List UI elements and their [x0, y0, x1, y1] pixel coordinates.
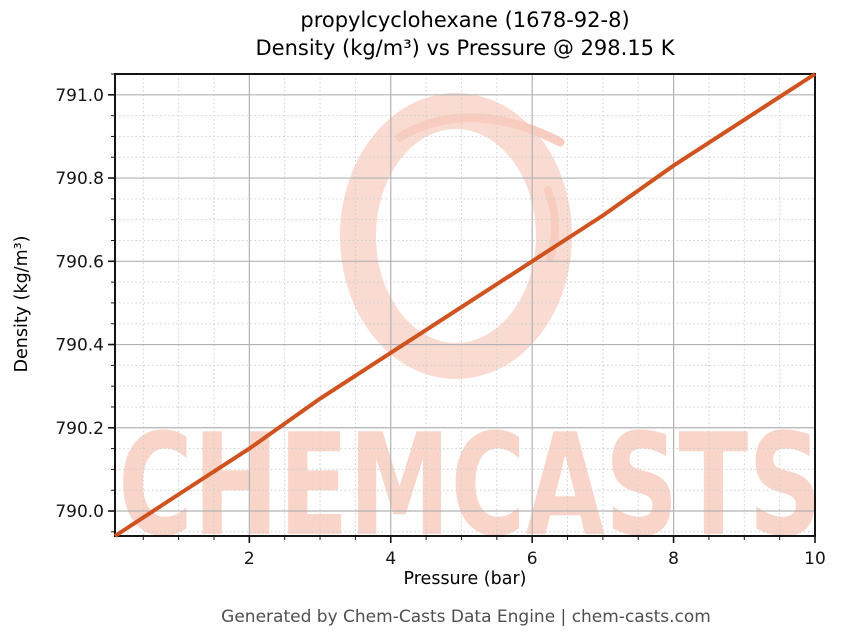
x-axis-label: Pressure (bar): [403, 569, 527, 589]
data-line: [113, 72, 817, 538]
y-tick-label: 791.0: [55, 86, 104, 106]
watermark-swirl: [544, 186, 560, 262]
x-tick-label: 4: [385, 549, 396, 569]
y-tick-label: 790.2: [55, 419, 104, 439]
x-tick-label: 6: [527, 549, 538, 569]
plot-spines: [114, 73, 816, 537]
y-axis-label: Density (kg/m³): [12, 235, 32, 373]
x-tick-label: 8: [668, 549, 679, 569]
footer-credit: Generated by Chem-Casts Data Engine | ch…: [221, 607, 711, 627]
watermark-swirl: [395, 113, 565, 147]
chart-title: propylcyclohexane (1678-92-8) Density (k…: [115, 6, 815, 62]
x-tick-label: 10: [804, 549, 826, 569]
watermark-ring: [340, 93, 572, 379]
tick-labels: 2 4 6 8 10 790.0 790.2 790.4 790.6 790.8 791.0: [55, 86, 825, 569]
plot-border: [114, 73, 816, 537]
y-tick-label: 790.0: [55, 502, 104, 522]
watermark-text: CHEMCASTS: [118, 404, 822, 568]
y-tick-label: 790.4: [55, 336, 104, 356]
chart-title-line2: Density (kg/m³) vs Pressure @ 298.15 K: [255, 36, 675, 60]
y-tick-label: 790.6: [55, 252, 104, 272]
x-tick-label: 2: [244, 549, 255, 569]
y-tick-label: 790.8: [55, 169, 104, 189]
chart-title-line1: propylcyclohexane (1678-92-8): [300, 8, 630, 32]
density-line: [113, 72, 817, 538]
